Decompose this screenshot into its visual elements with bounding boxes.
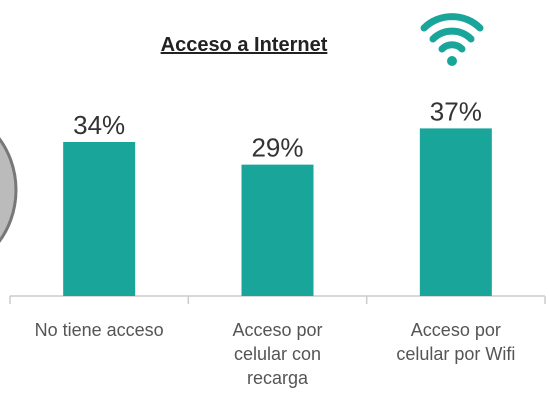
- bar: [242, 165, 314, 296]
- value-label: 37%: [430, 96, 482, 126]
- photo-fragment: [0, 108, 16, 272]
- value-label: 34%: [73, 110, 125, 140]
- chart-title: Acceso a Internet: [144, 34, 344, 57]
- chart: 34% 29% 37% Acceso a Internet No tiene acc…: [0, 0, 551, 415]
- wifi-icon: [424, 17, 480, 66]
- x-tick-label: No tiene acceso: [29, 318, 169, 342]
- value-label: 29%: [251, 133, 303, 163]
- bar: [63, 142, 135, 296]
- x-tick-label: Acceso por celular con recarga: [208, 318, 348, 390]
- bar: [420, 128, 492, 296]
- x-tick-label: Acceso por celular por Wifi: [386, 318, 526, 366]
